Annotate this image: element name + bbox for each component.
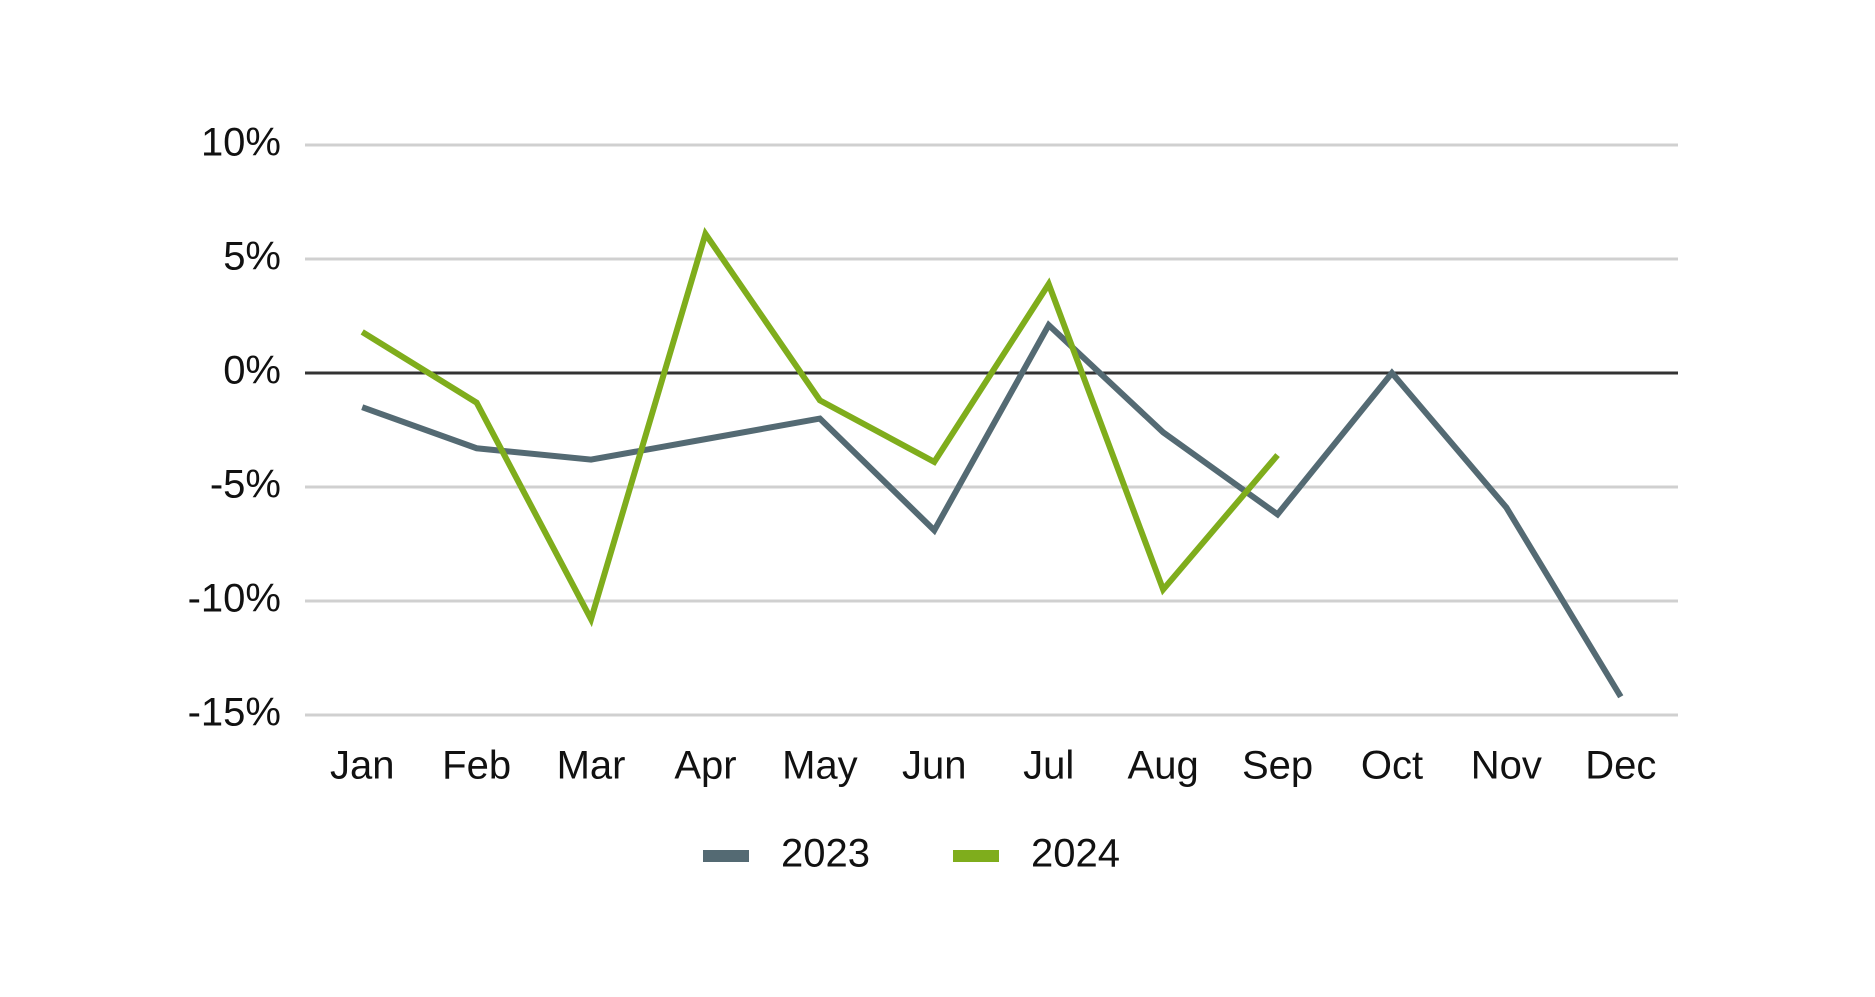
x-tick-label: Nov xyxy=(1471,744,1542,788)
x-tick-label: Aug xyxy=(1128,744,1199,788)
legend-swatch xyxy=(953,850,999,862)
legend-swatch xyxy=(703,850,749,862)
x-tick-label: May xyxy=(782,744,858,788)
series-line xyxy=(361,320,1624,699)
x-tick-label: Feb xyxy=(442,744,511,788)
x-tick-label: Apr xyxy=(674,744,736,788)
y-tick-label: 5% xyxy=(223,235,281,279)
x-tick-label: Jun xyxy=(902,744,967,788)
x-tick-label: Jan xyxy=(330,744,395,788)
x-tick-label: Oct xyxy=(1361,744,1423,788)
legend-label: 2024 xyxy=(1031,832,1120,876)
y-tick-label: -15% xyxy=(188,691,281,735)
y-tick-label: 10% xyxy=(201,121,281,165)
y-tick-label: -5% xyxy=(210,463,281,507)
series-line xyxy=(360,227,1280,628)
y-tick-label: -10% xyxy=(188,577,281,621)
legend-label: 2023 xyxy=(781,832,870,876)
x-tick-label: Sep xyxy=(1242,744,1313,788)
x-tick-label: Dec xyxy=(1585,744,1656,788)
x-tick-label: Jul xyxy=(1023,744,1074,788)
y-tick-label: 0% xyxy=(223,349,281,393)
x-tick-label: Mar xyxy=(557,744,626,788)
